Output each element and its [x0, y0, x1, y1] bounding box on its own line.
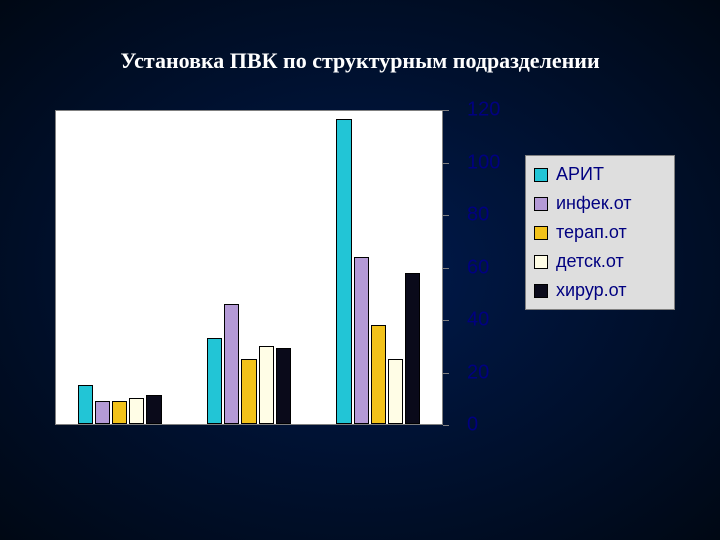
legend-swatch	[534, 284, 548, 298]
bar	[95, 401, 110, 424]
legend-swatch	[534, 168, 548, 182]
legend-swatch	[534, 197, 548, 211]
legend-item: терап.от	[534, 222, 666, 243]
y-tick-mark	[443, 215, 449, 216]
y-tick-mark	[443, 110, 449, 111]
y-tick-mark	[443, 425, 449, 426]
bar	[388, 359, 403, 424]
y-tick-mark	[443, 268, 449, 269]
y-tick-label: 120	[467, 99, 500, 122]
bar	[241, 359, 256, 424]
legend-item: АРИТ	[534, 164, 666, 185]
y-tick-mark	[443, 320, 449, 321]
legend-item: детск.от	[534, 251, 666, 272]
y-tick-label: 40	[467, 309, 489, 332]
bar	[129, 398, 144, 424]
legend-label: АРИТ	[556, 164, 604, 185]
y-tick-label: 0	[467, 414, 478, 437]
bar	[354, 257, 369, 424]
legend-swatch	[534, 255, 548, 269]
bar	[207, 338, 222, 424]
y-tick-label: 60	[467, 256, 489, 279]
y-tick-label: 20	[467, 361, 489, 384]
bar	[371, 325, 386, 424]
bars-container	[55, 110, 443, 425]
legend-swatch	[534, 226, 548, 240]
y-tick-mark	[443, 163, 449, 164]
legend-label: хирур.от	[556, 280, 627, 301]
legend-label: детск.от	[556, 251, 624, 272]
legend-label: терап.от	[556, 222, 627, 243]
bar	[224, 304, 239, 424]
bar	[405, 273, 420, 424]
bar	[276, 348, 291, 424]
bar	[259, 346, 274, 424]
bar	[336, 119, 351, 424]
bar	[78, 385, 93, 424]
y-tick-mark	[443, 373, 449, 374]
bar-chart: 020406080100120	[55, 110, 443, 425]
legend-item: хирур.от	[534, 280, 666, 301]
legend-item: инфек.от	[534, 193, 666, 214]
y-tick-label: 80	[467, 204, 489, 227]
legend-label: инфек.от	[556, 193, 632, 214]
legend: АРИТ инфек.от терап.от детск.от хирур.от	[525, 155, 675, 310]
chart-title: Установка ПВК по структурным подразделен…	[0, 48, 720, 74]
bar	[146, 395, 161, 424]
y-tick-label: 100	[467, 151, 500, 174]
bar	[112, 401, 127, 424]
